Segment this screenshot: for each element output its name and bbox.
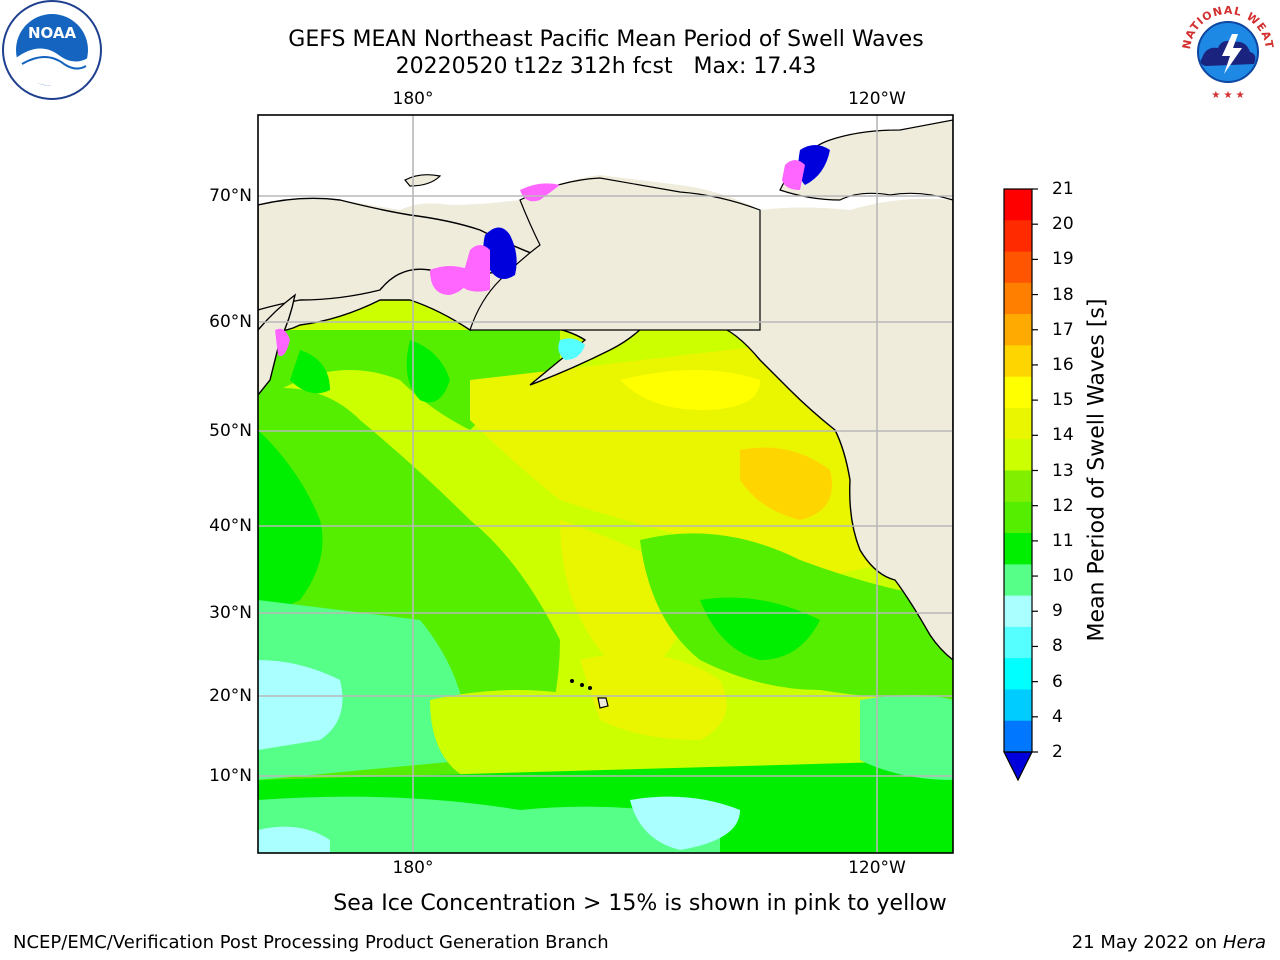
lat-label-10n: 10°N (209, 766, 252, 786)
colorbar-swatch (1004, 533, 1032, 565)
lat-label-50n: 50°N (209, 421, 252, 441)
map-field (258, 115, 953, 853)
colorbar-tick-label: 15 (1052, 390, 1074, 411)
colorbar-tick-label: 17 (1052, 319, 1074, 340)
colorbar-tick-label: 14 (1052, 425, 1074, 446)
colorbar-swatch (1004, 376, 1032, 409)
svg-text:NOAA: NOAA (28, 24, 77, 42)
colorbar-swatch (1004, 282, 1032, 315)
field-8s-sw (258, 660, 343, 750)
colorbar-extend-arrow (1003, 751, 1033, 782)
colorbar-swatch (1004, 720, 1032, 753)
colorbar-swatch (1004, 314, 1032, 346)
sea-ice-note: Sea Ice Concentration > 15% is shown in … (333, 891, 947, 916)
colorbar-tick-label: 6 (1052, 671, 1063, 692)
colorbar-swatch (1004, 470, 1032, 503)
colorbar-tick-label: 12 (1052, 495, 1074, 516)
svg-text:★ ★ ★: ★ ★ ★ (1211, 90, 1244, 101)
colorbar-label: Mean Period of Swell Waves [s] (1084, 298, 1110, 642)
lat-label-70n: 70°N (209, 186, 252, 206)
colorbar-tick-label: 16 (1052, 354, 1074, 375)
nws-logo: NATIONAL WEATHER SERVICE ★ ★ ★ (1171, 0, 1280, 104)
colorbar-tick-label: 9 (1052, 601, 1063, 622)
lon-label-bottom-120w: 120°W (848, 858, 906, 878)
colorbar (1003, 188, 1038, 782)
colorbar-swatch (1004, 658, 1032, 690)
sea-ice-bering (483, 227, 517, 279)
colorbar-swatch (1004, 251, 1032, 284)
colorbar-swatch (1004, 595, 1032, 628)
colorbar-swatch (1004, 407, 1032, 440)
colorbar-tick-label: 10 (1052, 566, 1074, 587)
chart-subtitle: 20220520 t12z 312h fcst Max: 17.43 (395, 54, 817, 79)
footer-host: Hera (1222, 932, 1266, 953)
lat-label-60n: 60°N (209, 312, 252, 332)
colorbar-swatch (1004, 626, 1032, 659)
colorbar-tick-label: 11 (1052, 530, 1074, 551)
colorbar-tick-label: 4 (1052, 706, 1063, 727)
footer-date-text: 21 May 2022 on (1071, 932, 1218, 953)
colorbar-swatch (1004, 501, 1032, 534)
colorbar-tick-label: 21 (1052, 179, 1074, 199)
lat-label-20n: 20°N (209, 686, 252, 706)
footer-credit: NCEP/EMC/Verification Post Processing Pr… (13, 932, 609, 953)
lat-label-30n: 30°N (209, 603, 252, 623)
colorbar-swatch (1004, 220, 1032, 253)
colorbar-tick-label: 19 (1052, 249, 1074, 270)
chart-title: GEFS MEAN Northeast Pacific Mean Period … (288, 27, 924, 52)
sea-ice-arctic (798, 145, 830, 185)
colorbar-swatch (1004, 564, 1032, 597)
colorbar-swatch (1004, 689, 1032, 722)
map-frame (257, 114, 954, 854)
footer-date: 21 May 2022 on Hera (1072, 932, 1266, 954)
colorbar-swatch (1004, 189, 1032, 221)
colorbar-swatch (1004, 439, 1032, 471)
lon-label-top-120w: 120°W (848, 89, 906, 109)
lon-label-bottom-180: 180° (392, 858, 434, 878)
colorbar-tick-label: 2 (1052, 742, 1063, 762)
colorbar-tick-label: 13 (1052, 460, 1074, 481)
hawaii (597, 697, 609, 709)
field-10s-west (258, 430, 323, 620)
colorbar-tick-label: 18 (1052, 284, 1074, 305)
colorbar-swatch (1004, 345, 1032, 378)
graticule (258, 115, 953, 853)
field-16s-offshore (740, 447, 832, 520)
lat-label-40n: 40°N (209, 516, 252, 536)
noaa-logo: NOAA (0, 0, 104, 104)
lon-label-top-180: 180° (392, 89, 434, 109)
colorbar-tick-label: 20 (1052, 214, 1074, 235)
colorbar-tick-label: 8 (1052, 636, 1063, 657)
